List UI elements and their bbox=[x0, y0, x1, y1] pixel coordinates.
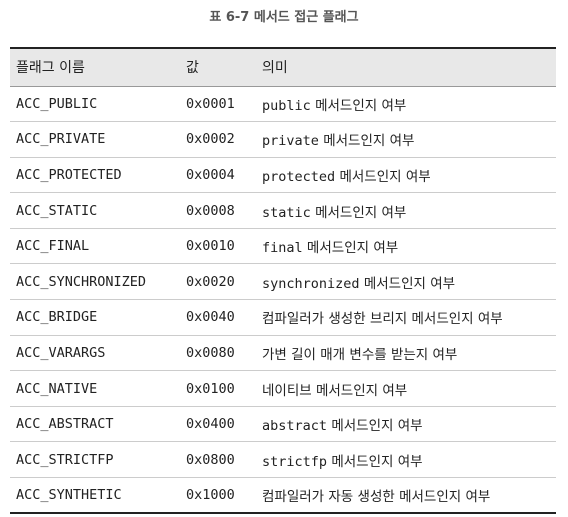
table-row: ACC_FINAL 0x0010 final 메서드인지 여부 bbox=[10, 228, 556, 265]
meaning-text: 메서드인지 여부 bbox=[310, 97, 407, 114]
flag-value-cell: 0x0400 bbox=[180, 406, 256, 443]
flag-meaning-cell: strictfp 메서드인지 여부 bbox=[256, 441, 556, 479]
meaning-text: 컴파일러가 자동 생성한 메서드인지 여부 bbox=[262, 489, 491, 506]
flag-name-cell: ACC_BRIDGE bbox=[10, 299, 180, 336]
meaning-keyword: strictfp bbox=[262, 453, 328, 470]
meaning-keyword: synchronized bbox=[262, 275, 360, 292]
flag-meaning-cell: 컴파일러가 자동 생성한 메서드인지 여부 bbox=[256, 477, 556, 515]
header-meaning: 의미 bbox=[256, 47, 556, 87]
flag-value-cell: 0x0100 bbox=[180, 370, 256, 407]
meaning-keyword: public bbox=[262, 97, 311, 114]
table-row: ACC_ABSTRACT 0x0400 abstract 메서드인지 여부 bbox=[10, 406, 556, 443]
table-row: ACC_SYNCHRONIZED 0x0020 synchronized 메서드인지… bbox=[10, 263, 556, 301]
meaning-text: 가변 길이 매개 변수를 받는지 여부 bbox=[262, 346, 458, 363]
flag-meaning-cell: public 메서드인지 여부 bbox=[256, 86, 556, 123]
meaning-keyword: final bbox=[262, 240, 303, 257]
flag-value-cell: 0x1000 bbox=[180, 477, 256, 515]
table-row: ACC_SYNTHETIC 0x1000 컴파일러가 자동 생성한 메서드인지 여부 bbox=[10, 477, 556, 515]
meaning-text: 네이티브 메서드인지 여부 bbox=[262, 382, 408, 399]
meaning-keyword: static bbox=[262, 204, 311, 221]
meaning-text: 메서드인지 여부 bbox=[359, 275, 456, 292]
flag-value-cell: 0x0800 bbox=[180, 441, 256, 479]
flag-meaning-cell: 가변 길이 매개 변수를 받는지 여부 bbox=[256, 335, 556, 372]
meaning-text: 메서드인지 여부 bbox=[327, 453, 423, 470]
header-row: 플래그 이름 값 의미 bbox=[10, 47, 556, 87]
table-row: ACC_VARARGS 0x0080 가변 길이 매개 변수를 받는지 여부 bbox=[10, 335, 556, 372]
flag-value-cell: 0x0001 bbox=[180, 86, 256, 123]
flag-value-cell: 0x0002 bbox=[180, 121, 256, 158]
table-body: ACC_PUBLIC 0x0001 public 메서드인지 여부 ACC_PRIVA… bbox=[10, 86, 556, 515]
flag-name-cell: ACC_PRIVATE bbox=[10, 121, 180, 158]
meaning-text: 메서드인지 여부 bbox=[327, 418, 423, 435]
table-row: ACC_STRICTFP 0x0800 strictfp 메서드인지 여부 bbox=[10, 441, 556, 479]
meaning-text: 메서드인지 여부 bbox=[310, 204, 407, 221]
flag-name-cell: ACC_STATIC bbox=[10, 192, 180, 229]
flag-name-cell: ACC_FINAL bbox=[10, 228, 180, 265]
table-row: ACC_PRIVATE 0x0002 private 메서드인지 여부 bbox=[10, 121, 556, 158]
flag-name-cell: ACC_SYNCHRONIZED bbox=[10, 263, 180, 301]
meaning-keyword: protected bbox=[262, 168, 336, 185]
flag-name-cell: ACC_SYNTHETIC bbox=[10, 477, 180, 515]
meaning-text: 메서드인지 여부 bbox=[318, 133, 415, 150]
meaning-keyword: abstract bbox=[262, 418, 328, 435]
meaning-text: 컴파일러가 생성한 브리지 메서드인지 여부 bbox=[262, 311, 503, 328]
flag-value-cell: 0x0004 bbox=[180, 157, 256, 194]
flag-meaning-cell: private 메서드인지 여부 bbox=[256, 121, 556, 158]
table-row: ACC_NATIVE 0x0100 네이티브 메서드인지 여부 bbox=[10, 370, 556, 407]
flag-meaning-cell: abstract 메서드인지 여부 bbox=[256, 406, 556, 443]
method-access-flags-table: 플래그 이름 값 의미 ACC_PUBLIC 0x0001 public 메서드인지… bbox=[10, 47, 556, 515]
table-row: ACC_BRIDGE 0x0040 컴파일러가 생성한 브리지 메서드인지 여부 bbox=[10, 299, 556, 336]
table-caption: 표 6-7 메서드 접근 플래그 bbox=[209, 10, 359, 25]
flag-meaning-cell: 네이티브 메서드인지 여부 bbox=[256, 370, 556, 407]
flag-value-cell: 0x0040 bbox=[180, 299, 256, 336]
meaning-text: 메서드인지 여부 bbox=[335, 168, 431, 185]
header-flag-name: 플래그 이름 bbox=[10, 47, 180, 87]
flag-value-cell: 0x0010 bbox=[180, 228, 256, 265]
flag-name-cell: ACC_PUBLIC bbox=[10, 86, 180, 123]
flag-name-cell: ACC_STRICTFP bbox=[10, 441, 180, 479]
flag-name-cell: ACC_VARARGS bbox=[10, 335, 180, 372]
table-row: ACC_PUBLIC 0x0001 public 메서드인지 여부 bbox=[10, 86, 556, 123]
header-value: 값 bbox=[180, 47, 256, 87]
meaning-text: 메서드인지 여부 bbox=[302, 240, 399, 257]
table-header: 플래그 이름 값 의미 bbox=[10, 47, 556, 87]
flag-name-cell: ACC_ABSTRACT bbox=[10, 406, 180, 443]
flag-value-cell: 0x0080 bbox=[180, 335, 256, 372]
table-row: ACC_PROTECTED 0x0004 protected 메서드인지 여부 bbox=[10, 157, 556, 194]
flag-meaning-cell: 컴파일러가 생성한 브리지 메서드인지 여부 bbox=[256, 299, 556, 336]
flag-value-cell: 0x0020 bbox=[180, 263, 256, 301]
flag-name-cell: ACC_NATIVE bbox=[10, 370, 180, 407]
flag-meaning-cell: synchronized 메서드인지 여부 bbox=[256, 263, 556, 301]
meaning-keyword: private bbox=[262, 133, 319, 150]
flag-meaning-cell: final 메서드인지 여부 bbox=[256, 228, 556, 265]
flag-name-cell: ACC_PROTECTED bbox=[10, 157, 180, 194]
table-row: ACC_STATIC 0x0008 static 메서드인지 여부 bbox=[10, 192, 556, 229]
flag-meaning-cell: static 메서드인지 여부 bbox=[256, 192, 556, 229]
flag-value-cell: 0x0008 bbox=[180, 192, 256, 229]
flag-meaning-cell: protected 메서드인지 여부 bbox=[256, 157, 556, 194]
